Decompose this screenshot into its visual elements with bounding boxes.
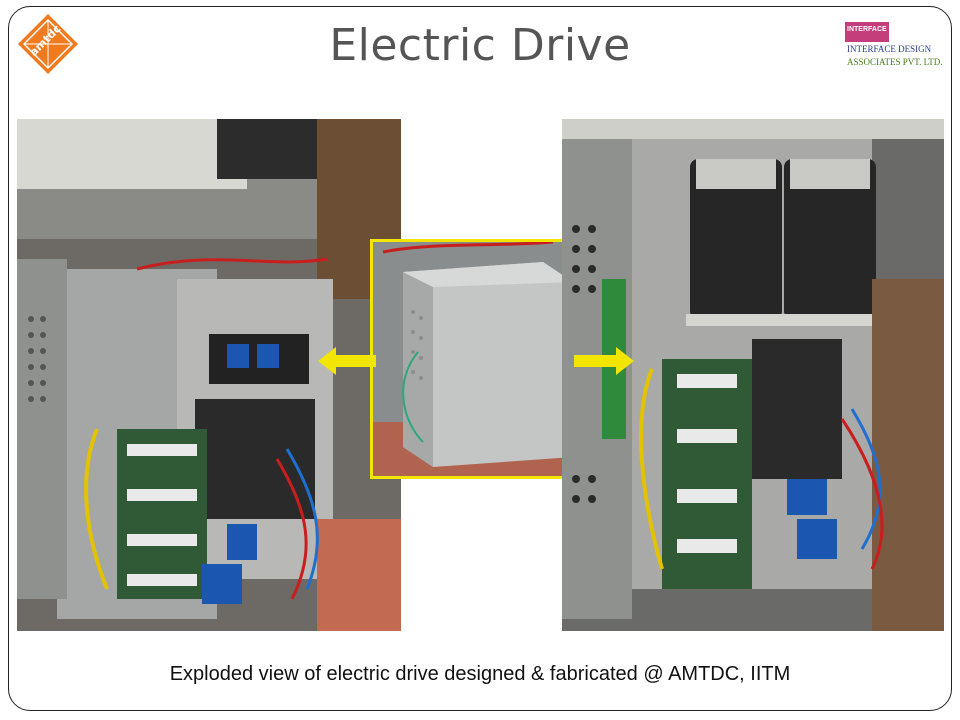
right-drive-photo: [562, 119, 944, 631]
interface-badge: INTERFACE: [845, 22, 889, 42]
left-arrow-icon: [318, 347, 376, 375]
interface-company-line: ASSOCIATES PVT. LTD.: [847, 57, 943, 67]
amtdc-logo: [16, 12, 80, 76]
interface-name-line: INTERFACE DESIGN: [847, 44, 932, 54]
center-drive-photo: [370, 239, 590, 479]
right-arrow-icon: [574, 347, 634, 375]
slide-caption: Exploded view of electric drive designed…: [169, 663, 791, 685]
page-title: Electric Drive: [329, 20, 631, 71]
interface-design-logo: INTERFACE INTERFACE DESIGN ASSOCIATES PV…: [845, 22, 943, 72]
left-drive-photo: [17, 119, 401, 631]
